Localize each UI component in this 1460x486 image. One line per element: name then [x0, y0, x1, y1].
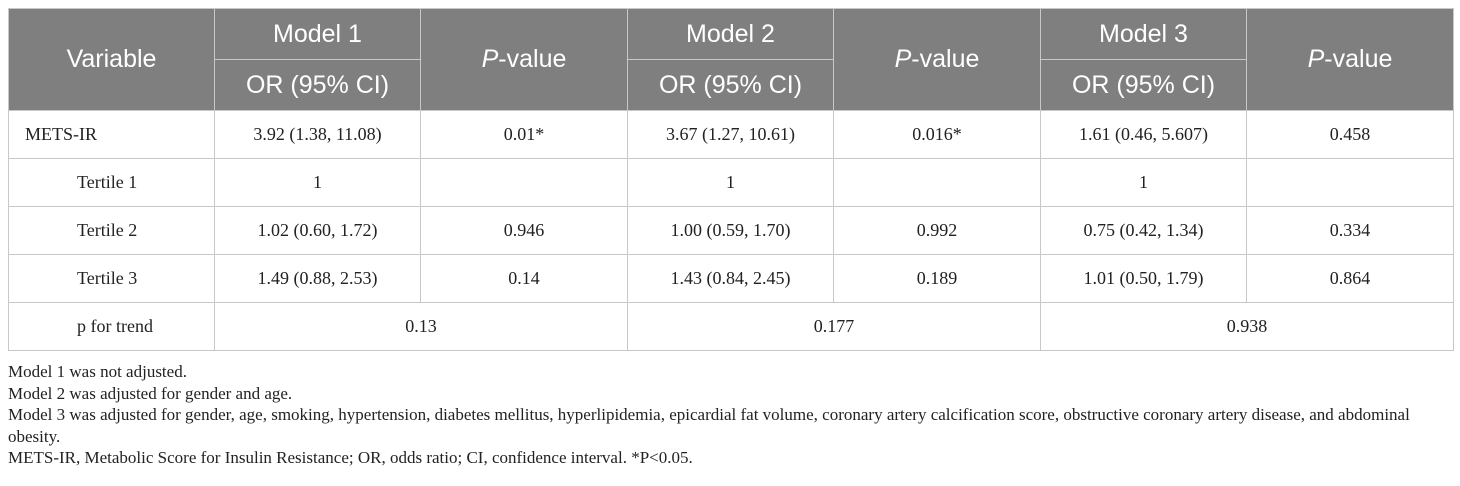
model-3-p: 0.864 [1246, 254, 1454, 303]
table-row-mets-ir: METS-IR 3.92 (1.38, 11.08) 0.01* 3.67 (1… [8, 110, 1454, 159]
header-variable: Variable [8, 8, 215, 111]
header-or-3: OR (95% CI) [1040, 59, 1247, 111]
table-row-tertile-3: Tertile 3 1.49 (0.88, 2.53) 0.14 1.43 (0… [8, 254, 1454, 303]
model-3-p: 0.458 [1246, 110, 1454, 159]
model-2-or: 1.43 (0.84, 2.45) [627, 254, 834, 303]
footnote-model-1: Model 1 was not adjusted. [8, 362, 187, 381]
header-or-1: OR (95% CI) [214, 59, 421, 111]
model-2-p: 0.992 [833, 206, 1041, 255]
header-row-or: OR (95% CI) OR (95% CI) OR (95% CI) [9, 59, 1454, 111]
p-value-suffix: -value [498, 45, 567, 73]
trend-model-1: 0.13 [214, 302, 628, 351]
p-value-suffix: -value [1324, 45, 1393, 73]
header-p-value-1: P-value [420, 8, 628, 111]
p-value-suffix: -value [911, 45, 980, 73]
row-label: Tertile 1 [8, 158, 215, 207]
header-row-models: Variable Model 1 P-value Model 2 P-value… [8, 8, 1454, 111]
p-letter: P [1307, 45, 1325, 73]
row-label: p for trend [8, 302, 215, 351]
model-3-or: 1 [1040, 158, 1247, 207]
model-3-or: 1.01 (0.50, 1.79) [1040, 254, 1247, 303]
trend-model-3: 0.938 [1040, 302, 1454, 351]
row-label: Tertile 3 [8, 254, 215, 303]
header-model-3: Model 3 [1040, 8, 1247, 60]
model-1-or: 3.92 (1.38, 11.08) [214, 110, 421, 159]
model-3-p [1246, 158, 1454, 207]
model-3-p: 0.334 [1246, 206, 1454, 255]
p-letter: P [481, 45, 499, 73]
model-2-or: 1 [627, 158, 834, 207]
footnote-abbreviations: METS-IR, Metabolic Score for Insulin Res… [8, 448, 693, 467]
model-2-or: 3.67 (1.27, 10.61) [627, 110, 834, 159]
model-1-or: 1.49 (0.88, 2.53) [214, 254, 421, 303]
model-2-p [833, 158, 1041, 207]
model-1-or: 1 [214, 158, 421, 207]
table-row-tertile-2: Tertile 2 1.02 (0.60, 1.72) 0.946 1.00 (… [8, 206, 1454, 255]
header-p-value-2: P-value [833, 8, 1041, 111]
table-row-tertile-1: Tertile 1 1 1 1 [8, 158, 1454, 207]
results-table: Variable Model 1 P-value Model 2 P-value… [8, 8, 1454, 351]
row-label: Tertile 2 [8, 206, 215, 255]
model-1-p: 0.01* [420, 110, 628, 159]
model-1-or: 1.02 (0.60, 1.72) [214, 206, 421, 255]
model-2-p: 0.016* [833, 110, 1041, 159]
model-3-or: 0.75 (0.42, 1.34) [1040, 206, 1247, 255]
header-p-value-3: P-value [1246, 8, 1454, 111]
footnote-model-3: Model 3 was adjusted for gender, age, sm… [8, 405, 1410, 446]
model-2-p: 0.189 [833, 254, 1041, 303]
model-3-or: 1.61 (0.46, 5.607) [1040, 110, 1247, 159]
model-1-p: 0.14 [420, 254, 628, 303]
model-1-p [420, 158, 628, 207]
header-model-1: Model 1 [214, 8, 421, 60]
header-or-2: OR (95% CI) [627, 59, 834, 111]
table-row-p-for-trend: p for trend 0.13 0.177 0.938 [8, 302, 1454, 351]
footnote-model-2: Model 2 was adjusted for gender and age. [8, 383, 293, 403]
trend-model-2: 0.177 [627, 302, 1041, 351]
row-label: METS-IR [8, 110, 215, 159]
model-2-or: 1.00 (0.59, 1.70) [627, 206, 834, 255]
header-model-2: Model 2 [627, 8, 834, 60]
model-1-p: 0.946 [420, 206, 628, 255]
p-letter: P [894, 45, 912, 73]
table-body: METS-IR 3.92 (1.38, 11.08) 0.01* 3.67 (1… [8, 110, 1454, 351]
table-footnotes: Model 1 was not adjusted. Model 2 was ad… [8, 361, 1452, 469]
table-header: Variable Model 1 P-value Model 2 P-value… [8, 8, 1454, 111]
